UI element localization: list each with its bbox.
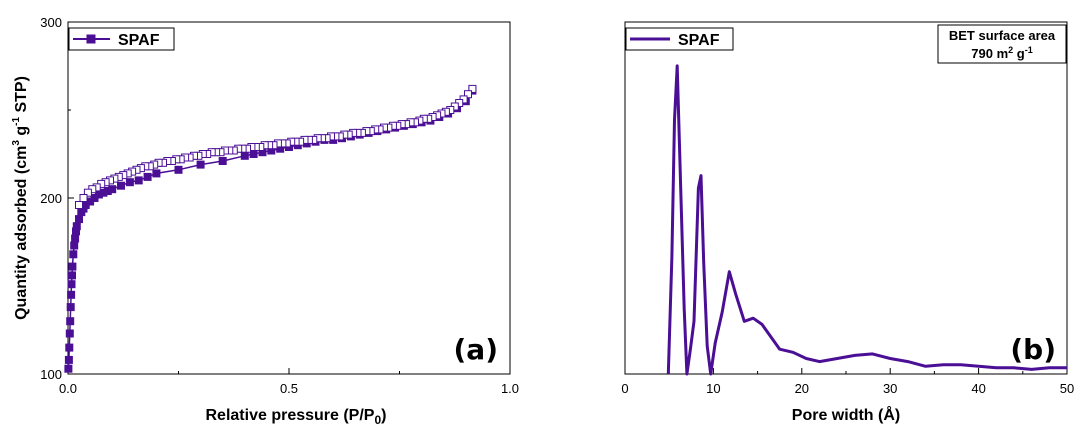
data-point-adsorption	[117, 181, 125, 190]
data-point-desorption	[75, 201, 83, 209]
data-point-adsorption	[71, 234, 80, 243]
legend-label-b: SPAF	[678, 32, 720, 49]
bet-value-sup2: -1	[1025, 45, 1033, 55]
x-tick-label-b: 0	[621, 381, 628, 396]
data-point-adsorption	[125, 178, 134, 187]
bet-value: 790 m2 g-1	[971, 45, 1032, 61]
data-point-adsorption	[240, 151, 249, 160]
legend-box-b	[625, 27, 734, 51]
x-tick-label-b: 40	[971, 381, 985, 396]
data-point-adsorption	[218, 157, 227, 165]
data-point-adsorption	[67, 290, 76, 299]
x-axis-label-a-end: )	[381, 407, 386, 424]
x-tick-label-a: 1.0	[501, 381, 519, 396]
x-tick-label-a: 0.5	[280, 381, 298, 396]
data-point-adsorption	[72, 222, 81, 231]
x-axis-label-a: Relative pressure (P/P0)	[206, 407, 387, 427]
plot-area-a	[67, 21, 511, 375]
bet-value-main: 790 m	[971, 46, 1008, 61]
bet-annotation: BET surface area 790 m2 g-1	[937, 24, 1067, 64]
series-line-spaf	[666, 64, 1067, 376]
x-tick-label-b: 30	[883, 381, 897, 396]
y-axis-label-a: Quantity adsorbed (cm3 g-1 STP)	[11, 76, 30, 320]
data-point-desorption	[468, 84, 477, 93]
series-a	[64, 84, 477, 373]
data-point-adsorption	[68, 271, 76, 280]
ticks-a: 0.0 0.5 1.0 100 200 300	[40, 15, 519, 396]
y-axis-label-a-end: STP)	[13, 76, 30, 117]
data-point-adsorption	[143, 172, 152, 181]
y-tick-label-a: 100	[40, 367, 62, 382]
x-axis-label-a-sub: 0	[374, 413, 381, 427]
bet-title: BET surface area	[949, 28, 1056, 43]
series-line-adsorption	[67, 90, 474, 369]
legend-box-a	[68, 27, 175, 51]
bet-value-sup1: 2	[1008, 45, 1013, 55]
legend-b: SPAF	[625, 27, 734, 51]
data-point-adsorption	[68, 262, 77, 271]
chart-b: 0 10 20 30 40 50 SPAF BET surface area 790 m2…	[621, 21, 1074, 424]
bet-box	[937, 24, 1067, 64]
plot-area-b	[624, 21, 1068, 375]
y-tick-label-a: 300	[40, 15, 62, 30]
x-axis-label-a-main: Relative pressure (P/P	[206, 407, 375, 424]
x-tick-label-b: 10	[706, 381, 720, 396]
y-tick-label-a: 200	[40, 191, 62, 206]
x-tick-label-b: 50	[1060, 381, 1074, 396]
y-axis-label-a-sup1: 3	[11, 140, 22, 146]
data-point-desorption	[79, 194, 88, 202]
panel-label-b: (b)	[1010, 333, 1056, 366]
x-tick-label-a: 0.0	[59, 381, 77, 396]
data-point-adsorption	[174, 165, 183, 174]
data-point-adsorption	[152, 169, 161, 178]
bet-value-mid: g	[1013, 46, 1025, 61]
legend-label-a: SPAF	[118, 32, 160, 49]
chart-a: 0.0 0.5 1.0 100 200 300 SPAF (a) Relative pre…	[11, 15, 519, 427]
x-axis-label-b: Pore width (Å)	[792, 405, 900, 424]
data-point-desorption	[464, 90, 472, 99]
data-point-adsorption	[196, 160, 205, 169]
data-point-adsorption	[108, 185, 117, 194]
legend-swatch-marker-a	[86, 34, 96, 44]
y-axis-label-a-mid: g	[13, 126, 30, 140]
data-point-adsorption	[249, 150, 258, 158]
data-point-adsorption	[69, 250, 78, 259]
y-axis-label-a-main: Quantity adsorbed (cm	[13, 146, 30, 320]
ticks-b: 0 10 20 30 40 50	[621, 368, 1074, 396]
data-point-adsorption	[65, 329, 74, 338]
legend-a: SPAF	[68, 27, 175, 51]
data-point-adsorption	[64, 364, 73, 373]
data-point-adsorption	[64, 355, 73, 364]
y-axis-label-a-sup2: -1	[11, 117, 22, 126]
data-point-adsorption	[66, 317, 75, 326]
data-point-desorption	[83, 188, 92, 197]
data-point-adsorption	[67, 280, 76, 289]
x-tick-label-b: 20	[795, 381, 809, 396]
series-b	[666, 64, 1067, 376]
panel-label-a: (a)	[454, 333, 499, 366]
data-point-adsorption	[66, 303, 75, 312]
data-point-adsorption	[134, 176, 143, 185]
data-point-adsorption	[75, 215, 83, 224]
data-point-adsorption	[70, 241, 79, 250]
data-point-adsorption	[65, 343, 74, 352]
